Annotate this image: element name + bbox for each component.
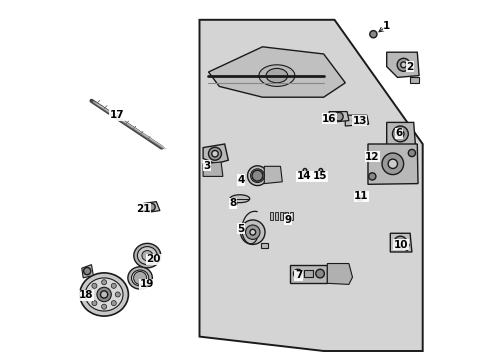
- Ellipse shape: [247, 166, 267, 186]
- Circle shape: [318, 168, 322, 172]
- Polygon shape: [409, 77, 418, 83]
- Polygon shape: [386, 52, 418, 77]
- Text: 6: 6: [395, 128, 402, 138]
- Circle shape: [396, 130, 403, 138]
- Circle shape: [249, 229, 255, 235]
- Polygon shape: [203, 144, 228, 164]
- Text: 16: 16: [322, 114, 336, 124]
- Text: 1: 1: [382, 21, 389, 31]
- Polygon shape: [81, 265, 93, 278]
- Ellipse shape: [131, 270, 148, 286]
- Circle shape: [111, 301, 116, 306]
- Circle shape: [352, 116, 361, 125]
- Circle shape: [397, 240, 402, 245]
- Circle shape: [245, 225, 260, 239]
- Ellipse shape: [80, 273, 128, 316]
- Bar: [274, 212, 278, 220]
- Text: 20: 20: [146, 254, 161, 264]
- Polygon shape: [264, 166, 282, 184]
- Circle shape: [356, 195, 362, 201]
- Circle shape: [88, 292, 93, 297]
- Bar: [269, 212, 273, 220]
- Text: 7: 7: [294, 270, 302, 280]
- Polygon shape: [367, 144, 417, 184]
- Ellipse shape: [250, 169, 264, 183]
- Text: 4: 4: [237, 175, 244, 185]
- Circle shape: [92, 283, 97, 288]
- Circle shape: [334, 112, 343, 121]
- Ellipse shape: [127, 267, 152, 289]
- Text: 9: 9: [284, 215, 291, 225]
- Circle shape: [208, 147, 221, 160]
- Circle shape: [302, 170, 307, 175]
- Polygon shape: [345, 115, 368, 126]
- Polygon shape: [260, 243, 267, 248]
- Circle shape: [396, 58, 409, 71]
- Circle shape: [400, 62, 406, 68]
- Polygon shape: [203, 162, 223, 176]
- Circle shape: [133, 271, 146, 284]
- Text: 11: 11: [353, 191, 368, 201]
- Circle shape: [111, 283, 116, 288]
- Text: 19: 19: [139, 279, 153, 289]
- Ellipse shape: [137, 247, 157, 265]
- Circle shape: [293, 269, 302, 278]
- Ellipse shape: [229, 195, 249, 203]
- Ellipse shape: [134, 243, 161, 268]
- Text: 21: 21: [136, 204, 150, 214]
- Circle shape: [318, 170, 323, 175]
- Circle shape: [148, 203, 155, 211]
- Bar: [279, 212, 283, 220]
- Ellipse shape: [258, 65, 294, 86]
- Circle shape: [315, 269, 324, 278]
- Circle shape: [368, 173, 375, 180]
- Circle shape: [101, 291, 107, 298]
- Circle shape: [407, 149, 415, 157]
- Polygon shape: [143, 202, 160, 212]
- Bar: [289, 212, 293, 220]
- Circle shape: [115, 292, 120, 297]
- Circle shape: [392, 126, 407, 142]
- Text: 13: 13: [352, 116, 366, 126]
- Text: 10: 10: [393, 240, 407, 250]
- Polygon shape: [326, 264, 352, 284]
- Text: 2: 2: [406, 62, 413, 72]
- Polygon shape: [208, 47, 345, 97]
- Circle shape: [240, 220, 264, 244]
- Polygon shape: [386, 122, 415, 146]
- Ellipse shape: [142, 251, 152, 261]
- Circle shape: [97, 287, 111, 302]
- Text: 18: 18: [79, 290, 93, 300]
- Text: 3: 3: [203, 161, 210, 171]
- Polygon shape: [328, 112, 348, 122]
- Circle shape: [83, 267, 91, 275]
- Polygon shape: [199, 20, 422, 351]
- Circle shape: [381, 153, 403, 175]
- Circle shape: [102, 304, 106, 309]
- Circle shape: [393, 236, 406, 249]
- Circle shape: [369, 31, 376, 38]
- Circle shape: [387, 159, 397, 168]
- Ellipse shape: [265, 68, 287, 83]
- Circle shape: [211, 150, 218, 157]
- Circle shape: [251, 170, 263, 181]
- Text: 17: 17: [109, 110, 124, 120]
- Text: 12: 12: [365, 152, 379, 162]
- Polygon shape: [389, 233, 411, 252]
- Circle shape: [102, 280, 106, 285]
- Polygon shape: [289, 265, 326, 283]
- Text: 5: 5: [237, 224, 244, 234]
- Ellipse shape: [283, 213, 285, 219]
- Circle shape: [303, 168, 306, 172]
- Text: 15: 15: [312, 171, 326, 181]
- Bar: [405, 244, 408, 251]
- Bar: [284, 212, 288, 220]
- Circle shape: [92, 301, 97, 306]
- Text: 14: 14: [296, 171, 310, 181]
- Ellipse shape: [85, 278, 123, 311]
- Text: 8: 8: [229, 198, 236, 208]
- Bar: [304, 270, 312, 277]
